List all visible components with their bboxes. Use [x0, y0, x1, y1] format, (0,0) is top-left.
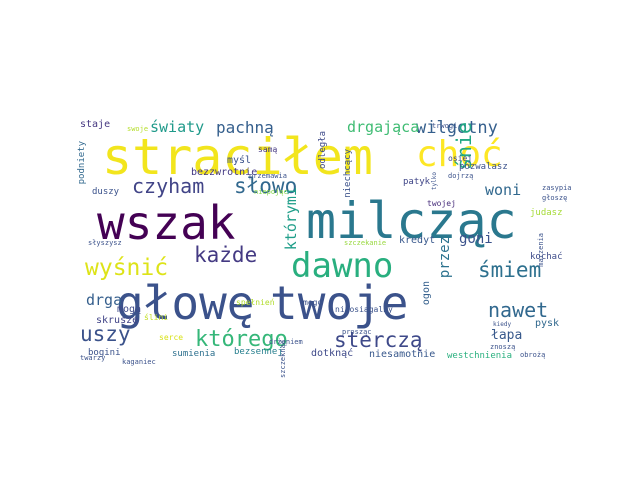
word-kochac: kochać	[530, 252, 563, 262]
word-dotknac: dotknąć	[311, 348, 354, 359]
word-sumienia: sumienia	[172, 349, 216, 359]
word-ktorego: którego	[195, 327, 288, 352]
word-bezsennej: bezsennej	[234, 347, 283, 357]
word-twoje: twoje	[270, 276, 409, 330]
word-proszac: prosząc	[342, 328, 372, 336]
word-obroza: obrożą	[520, 351, 546, 359]
word-szczeknac: szczeknąć	[279, 340, 287, 378]
word-serce: serce	[159, 333, 184, 342]
word-woni: woni	[485, 181, 522, 199]
word-zasypia: zasypia	[542, 184, 572, 192]
word-pachna: pachną	[216, 118, 274, 137]
word-niechcacy: niechcący	[343, 149, 353, 198]
word-twojej: twojej	[427, 199, 456, 208]
word-skrusze: skrusze	[96, 315, 139, 326]
word-wysnic: wyśnić	[85, 255, 169, 281]
word-czyham: czyham	[132, 174, 205, 198]
word-drzeniem: drżeniem	[269, 338, 303, 346]
word-stercza: sterczą	[334, 328, 423, 352]
word-szczekanie: szczekanie	[344, 239, 387, 247]
word-duszy: duszy	[92, 187, 120, 197]
word-patyk: patyk	[403, 177, 431, 187]
word-bezzwrotnie: bezzwrotnie	[191, 167, 258, 178]
word-spelnien: spełnień	[236, 298, 275, 307]
word-uszy: uszy	[80, 322, 131, 346]
word-twarzy: twarzy	[80, 354, 106, 362]
word-swiaty: światy	[150, 118, 205, 136]
word-kredyt: kredyt	[399, 235, 436, 246]
word-slyszysz: słyszysz	[88, 239, 122, 247]
word-glosze: głoszę	[542, 194, 568, 202]
word-trwogi: trwogi	[432, 122, 458, 130]
word-westchnienia: westchnienia	[447, 351, 513, 361]
word-swoje: swoje	[127, 125, 149, 133]
word-podniety: podniety	[77, 141, 87, 185]
word-milczac: milcząc	[306, 192, 517, 250]
word-przez: przez	[437, 236, 453, 279]
word-tylko: tylko	[431, 172, 438, 191]
word-mego: mego	[303, 298, 323, 307]
word-kiedy: kiedy	[493, 321, 512, 328]
word-wszak: wszak	[97, 196, 236, 250]
word-smiem: śmiem	[478, 258, 542, 282]
word-cloud: wszak milcząc głowę twoje straciłem dawn…	[77, 118, 572, 378]
word-judasz: judasz	[530, 208, 563, 218]
word-niepojac: niepojąc	[254, 188, 288, 196]
word-niesamotnie: niesamotnie	[369, 349, 436, 360]
word-slowo: słowo	[234, 174, 298, 198]
word-nawet: nawet	[488, 298, 549, 322]
word-kaganiec: kaganiec	[122, 358, 156, 366]
word-wilgotny: wilgotny	[416, 118, 498, 138]
word-mysl: myśl	[227, 155, 252, 166]
word-ogon: ogon	[421, 281, 432, 306]
word-lapa: łapa	[491, 328, 523, 343]
word-pysk: pysk	[535, 318, 560, 329]
word-odlegla: odległa	[318, 131, 328, 169]
word-dojrza: dojrzą	[448, 172, 474, 180]
word-przemawia: przemawia	[249, 172, 287, 180]
word-drga: drga	[86, 291, 123, 309]
word-marzenia: marzenia	[537, 233, 545, 267]
word-moga: mogą	[117, 304, 142, 315]
word-bogini: bogini	[88, 348, 121, 358]
word-stracilem: straciłem	[102, 128, 373, 186]
word-ktorymi: którymi	[282, 187, 300, 251]
word-kazde: każde	[194, 243, 258, 267]
word-staje: staje	[80, 119, 111, 130]
word-goni: goni	[459, 231, 493, 247]
word-glowe: głowę	[116, 276, 255, 330]
word-pozwalasz: pozwalasz	[459, 162, 508, 172]
word-sama: samą	[258, 145, 278, 154]
word-drgajaca: drgająca	[347, 118, 420, 136]
word-niaosiagalny: niaosiągalny	[335, 305, 393, 314]
word-znosza: znoszą	[490, 343, 516, 351]
word-osiej: osiej	[448, 154, 473, 163]
word-choc: choć	[416, 134, 503, 175]
word-dawno: dawno	[291, 246, 394, 286]
word-slini: ślini	[144, 313, 169, 322]
